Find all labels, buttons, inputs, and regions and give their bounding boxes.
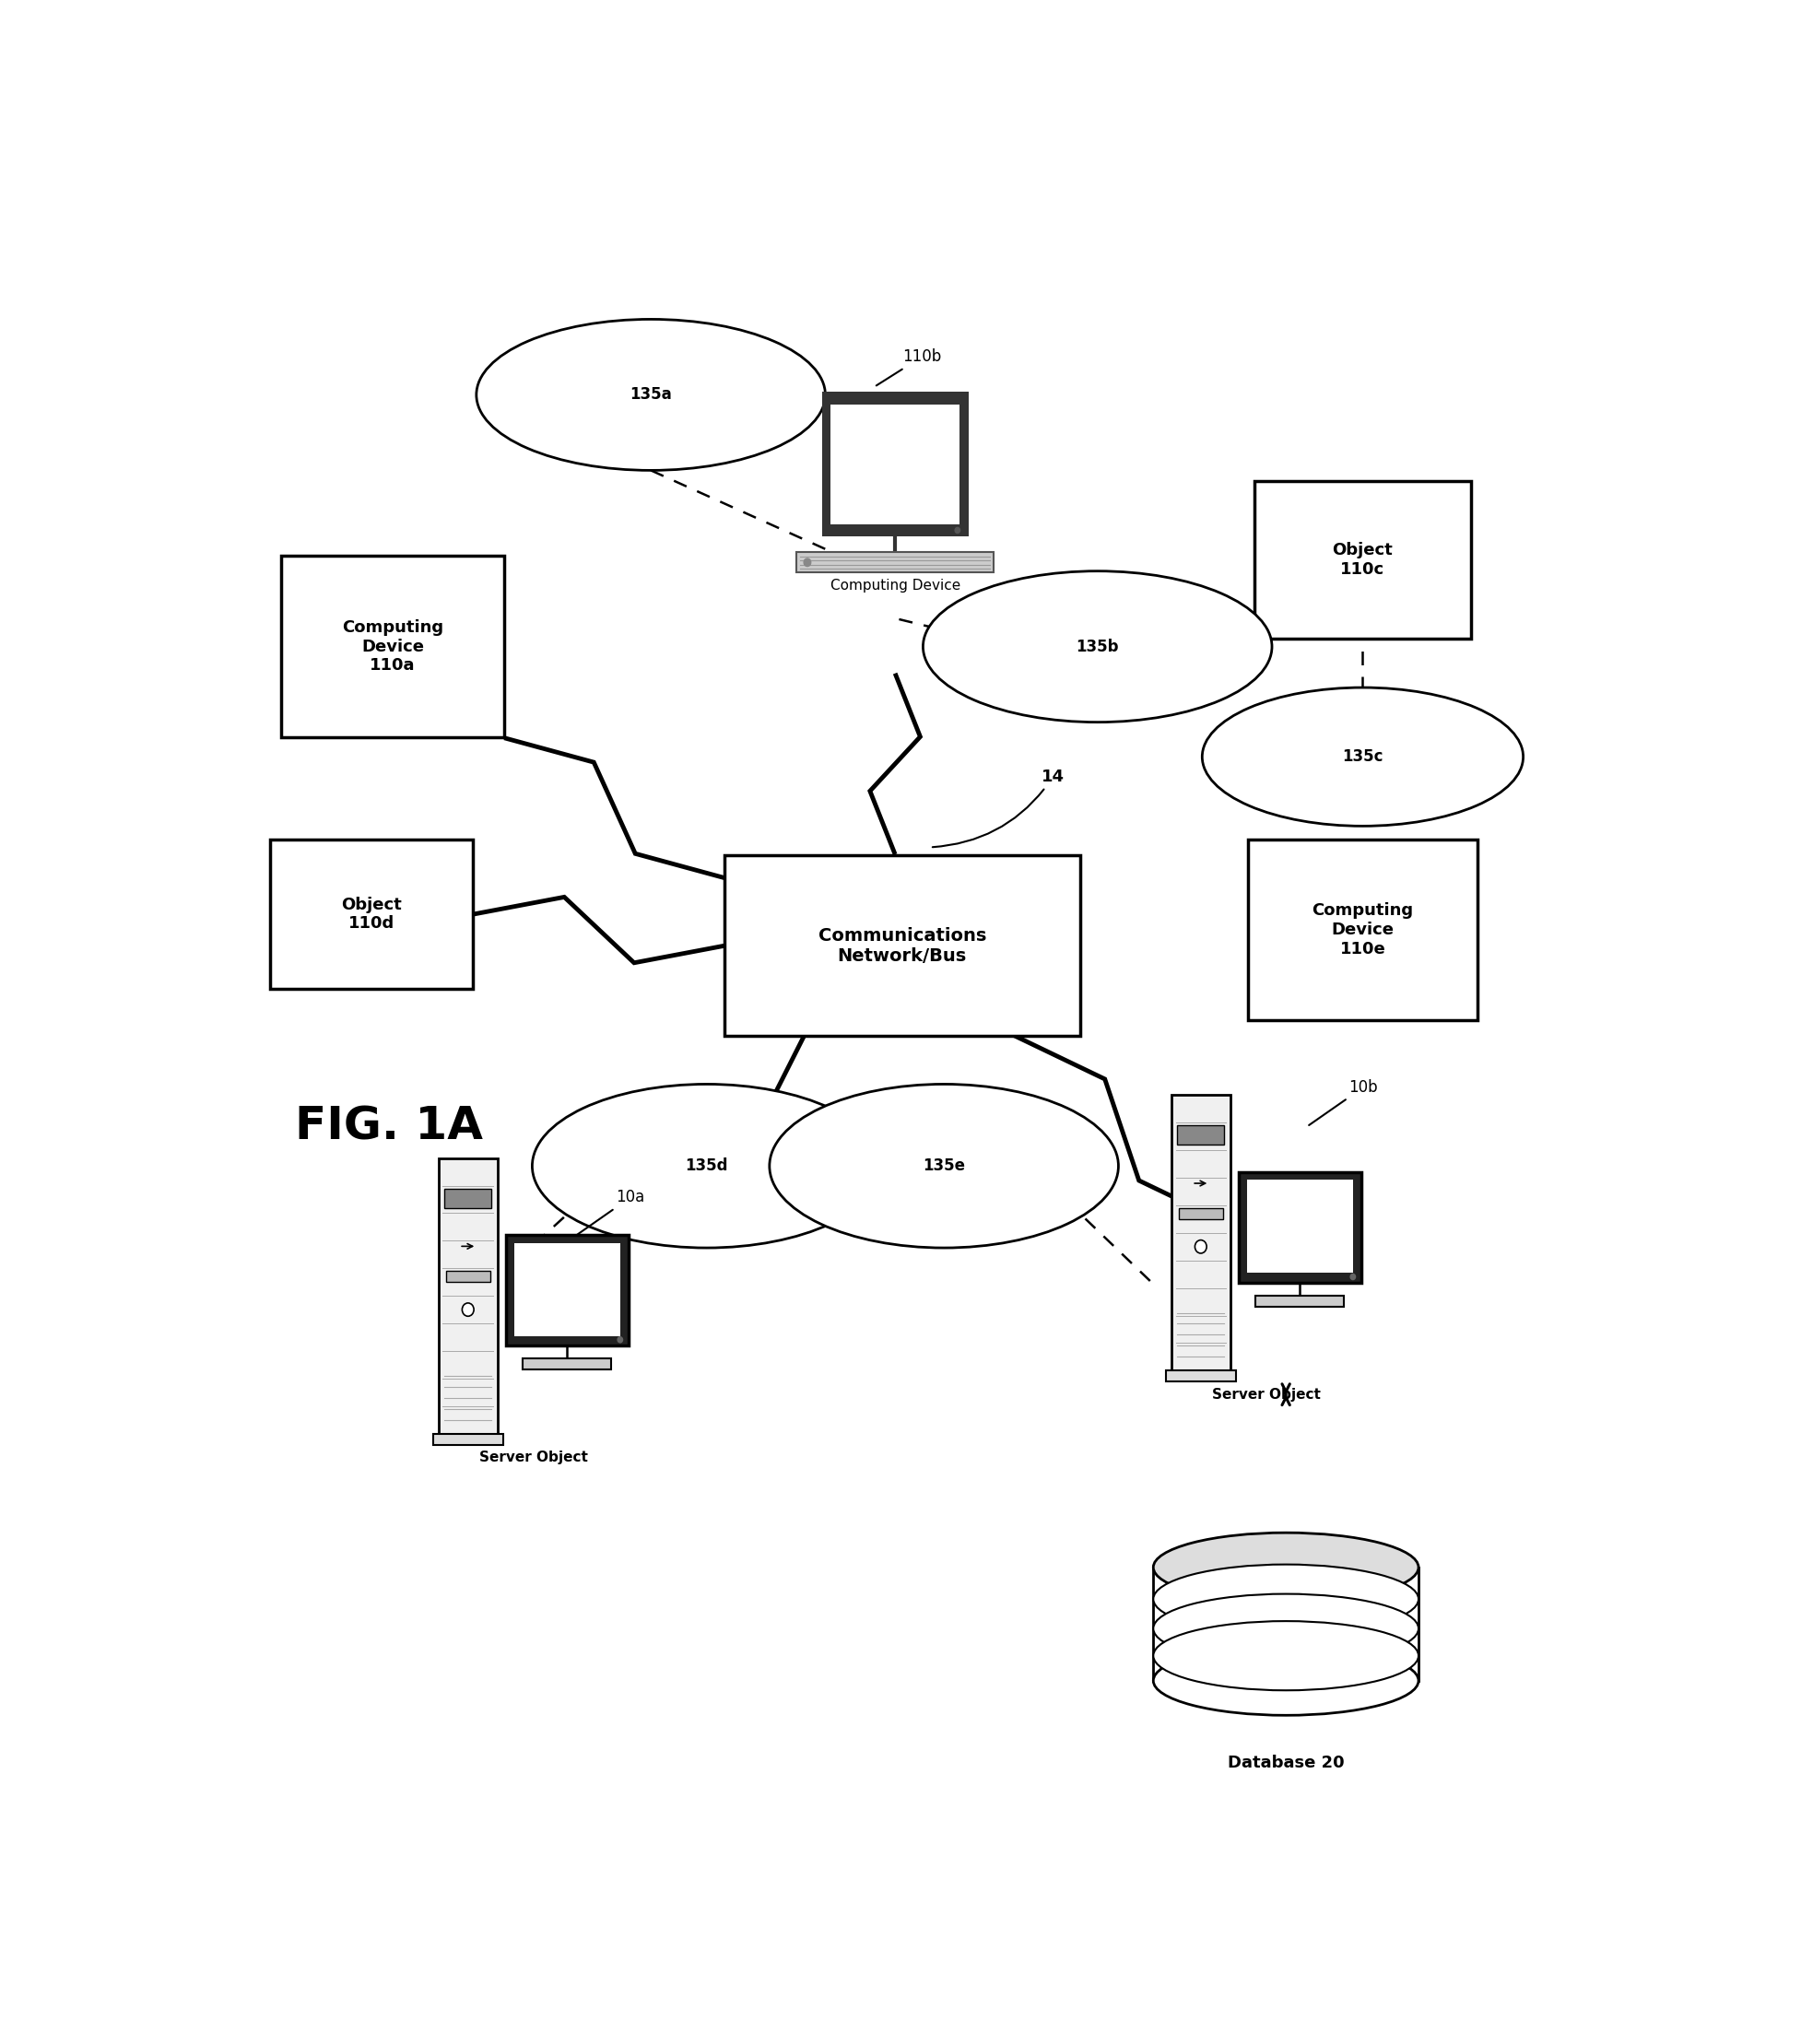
Ellipse shape	[1153, 1621, 1419, 1690]
FancyBboxPatch shape	[281, 556, 504, 738]
Text: Object
110c: Object 110c	[1333, 542, 1392, 578]
FancyBboxPatch shape	[270, 840, 474, 989]
Text: FIG. 1A: FIG. 1A	[295, 1104, 483, 1149]
Ellipse shape	[1203, 687, 1524, 826]
FancyBboxPatch shape	[1153, 1568, 1419, 1680]
Text: 14: 14	[933, 769, 1064, 846]
FancyBboxPatch shape	[1246, 1179, 1353, 1273]
Text: 135b: 135b	[1075, 638, 1118, 654]
FancyBboxPatch shape	[830, 405, 960, 523]
Text: Object
110d: Object 110d	[342, 897, 402, 932]
Text: 135d: 135d	[684, 1157, 728, 1175]
FancyBboxPatch shape	[1171, 1096, 1230, 1372]
Ellipse shape	[533, 1083, 881, 1247]
Text: 135a: 135a	[630, 386, 672, 403]
Circle shape	[463, 1302, 474, 1316]
Text: 135e: 135e	[922, 1157, 965, 1175]
FancyBboxPatch shape	[1239, 1173, 1362, 1282]
Ellipse shape	[769, 1083, 1118, 1247]
Circle shape	[618, 1337, 623, 1343]
Text: Server Object: Server Object	[1212, 1388, 1320, 1402]
FancyBboxPatch shape	[445, 1271, 490, 1282]
FancyBboxPatch shape	[439, 1159, 497, 1433]
Circle shape	[1351, 1273, 1356, 1280]
Ellipse shape	[922, 570, 1272, 722]
FancyBboxPatch shape	[1178, 1208, 1223, 1218]
FancyBboxPatch shape	[506, 1235, 629, 1345]
Text: Server Object: Server Object	[479, 1451, 587, 1466]
Text: 110b: 110b	[877, 350, 940, 386]
Ellipse shape	[475, 319, 825, 470]
Text: Computing
Device
110e: Computing Device 110e	[1311, 903, 1414, 957]
FancyBboxPatch shape	[821, 392, 969, 536]
Circle shape	[1194, 1241, 1207, 1253]
FancyBboxPatch shape	[1248, 840, 1479, 1020]
Ellipse shape	[1153, 1533, 1419, 1602]
Text: 10b: 10b	[1309, 1079, 1378, 1124]
Text: 135c: 135c	[1342, 748, 1383, 764]
FancyBboxPatch shape	[432, 1433, 502, 1445]
Ellipse shape	[1153, 1645, 1419, 1715]
FancyBboxPatch shape	[1255, 1296, 1344, 1306]
FancyBboxPatch shape	[724, 854, 1081, 1036]
Ellipse shape	[1153, 1564, 1419, 1633]
Text: Computing Device: Computing Device	[830, 578, 960, 593]
Text: Computing
Device
110a: Computing Device 110a	[342, 619, 443, 675]
FancyBboxPatch shape	[445, 1188, 492, 1208]
FancyBboxPatch shape	[522, 1359, 611, 1369]
FancyBboxPatch shape	[1255, 482, 1471, 638]
Text: Communications
Network/Bus: Communications Network/Bus	[818, 926, 987, 965]
FancyBboxPatch shape	[1165, 1372, 1235, 1382]
FancyBboxPatch shape	[796, 552, 994, 572]
Circle shape	[803, 558, 810, 566]
Text: 10a: 10a	[576, 1190, 645, 1235]
Ellipse shape	[1153, 1594, 1419, 1664]
FancyBboxPatch shape	[1178, 1126, 1225, 1145]
Circle shape	[955, 527, 960, 533]
Text: Database 20: Database 20	[1228, 1754, 1344, 1772]
FancyBboxPatch shape	[513, 1243, 620, 1337]
